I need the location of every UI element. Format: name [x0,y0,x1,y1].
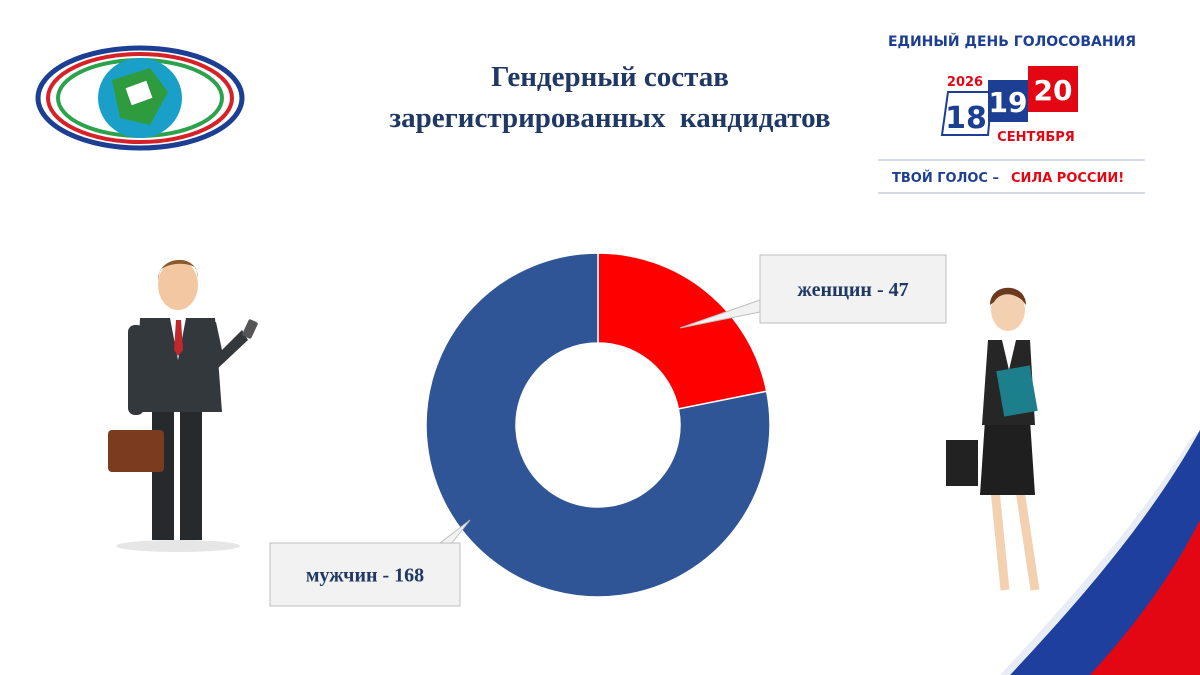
brand-box [1028,66,1078,112]
briefcase [946,440,978,486]
brand-box [940,91,994,136]
brand-day: 19 [989,86,1028,119]
brand-day: 20 [1034,74,1073,107]
chart-title: зарегистрированных кандидатов [389,102,830,134]
jacket [136,318,222,412]
woman-illustration [946,287,1040,591]
shadow [116,540,240,552]
logo-ballot [125,80,153,106]
donut-slice [597,252,768,410]
callout-pointer [679,299,761,329]
brand-slogan: СИЛА РОССИИ! [1011,171,1124,186]
leg [1015,489,1040,591]
brand-slogan: ТВОЙ ГОЛОС – [892,170,999,186]
callout-box [759,254,947,324]
folder [996,365,1038,417]
logo-ring-blue [35,45,245,151]
brand-day: 18 [945,101,987,136]
callout-box [269,542,461,607]
arm [128,325,144,415]
commission-logo [35,45,245,151]
leg [180,408,202,540]
donut-chart: женщин - 47 мужчин - 168 [269,252,947,607]
leg [152,408,174,540]
data-label: мужчин - 168 [306,565,424,587]
election-logo: ЕДИНЫЙ ДЕНЬ ГОЛОСОВАНИЯ 2026 18 19 20 СЕ… [878,33,1145,194]
shirt [1002,340,1016,370]
brand-month: СЕНТЯБРЯ [997,130,1075,145]
leg [990,489,1010,591]
brand-box [988,80,1028,122]
head [158,260,198,310]
briefcase [108,430,164,472]
man-illustration [108,259,258,552]
chart-title: Гендерный состав [491,61,729,93]
tie [174,320,183,356]
arm [208,322,248,370]
logo-ring-red [46,52,234,144]
donut-slice [425,252,771,598]
hair [158,259,198,280]
phone [242,319,258,339]
brand-headline: ЕДИНЫЙ ДЕНЬ ГОЛОСОВАНИЯ [888,33,1136,50]
hair [990,287,1026,305]
callout-pointer [439,519,471,544]
data-label: женщин - 47 [797,279,908,301]
head [991,289,1025,331]
flag-red [1090,520,1200,675]
brand-year: 2026 [947,75,983,90]
skirt [980,420,1035,495]
